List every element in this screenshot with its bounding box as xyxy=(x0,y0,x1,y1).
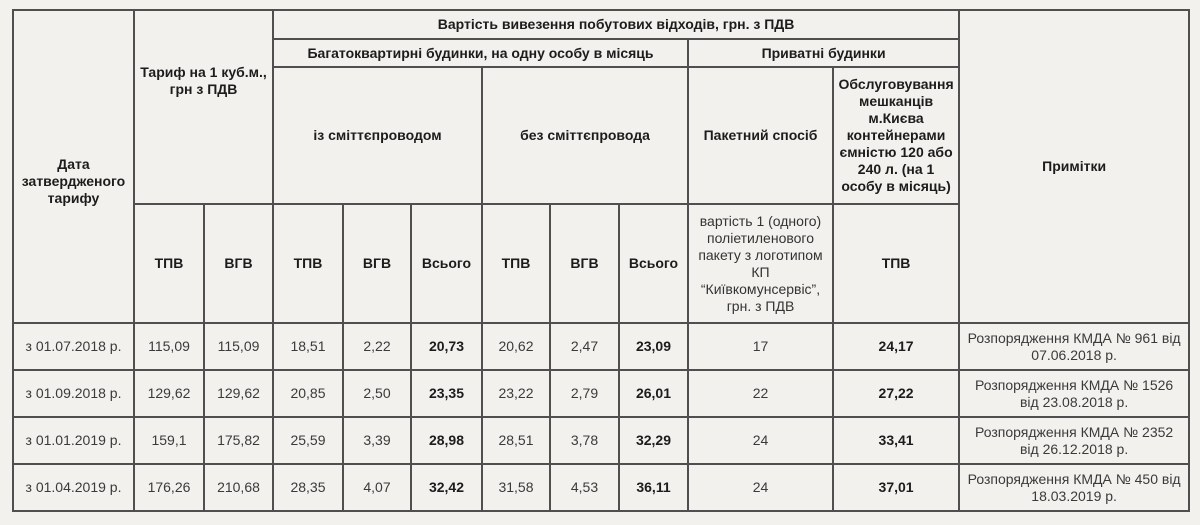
header-tariff-tpv: ТПВ xyxy=(133,203,205,324)
cell-with-chute-tpv: 18,51 xyxy=(272,322,344,371)
cell-with-chute-vgv: 3,39 xyxy=(342,416,412,465)
cell-without-chute-vgv: 2,47 xyxy=(549,322,620,371)
cell-without-chute-total: 32,29 xyxy=(618,416,689,465)
cell-with-chute-tpv: 28,35 xyxy=(272,463,344,512)
cell-with-chute-tpv: 20,85 xyxy=(272,369,344,418)
cell-tariff-tpv: 129,62 xyxy=(133,369,205,418)
cell-without-chute-tpv: 31,58 xyxy=(481,463,551,512)
cell-container-tpv: 27,22 xyxy=(831,369,961,418)
cell-with-chute-vgv: 2,50 xyxy=(342,369,412,418)
cell-tariff-tpv: 176,26 xyxy=(133,463,205,512)
header-without-chute-tpv: ТПВ xyxy=(481,203,551,324)
cell-with-chute-total: 28,98 xyxy=(410,416,483,465)
header-tariff-vgv: ВГВ xyxy=(203,203,274,324)
cell-without-chute-tpv: 28,51 xyxy=(481,416,551,465)
header-tariff-per-m3: Тариф на 1 куб.м., грн з ПДВ xyxy=(133,9,274,205)
cell-with-chute-vgv: 2,22 xyxy=(342,322,412,371)
cell-package: 24 xyxy=(687,463,834,512)
cell-container-tpv: 37,01 xyxy=(831,463,961,512)
cell-without-chute-tpv: 23,22 xyxy=(481,369,551,418)
cell-tariff-vgv: 115,09 xyxy=(203,322,274,371)
header-row-2: Багатоквартирні будинки, на одну особу в… xyxy=(13,38,1189,68)
header-removal-cost: Вартість вивезення побутових відходів, г… xyxy=(271,9,961,40)
cell-container-tpv: 33,41 xyxy=(831,416,961,465)
header-with-chute: із сміттєпроводом xyxy=(272,66,483,205)
header-package-cost: вартість 1 (одного) поліетиленового паке… xyxy=(687,203,834,324)
table-row: з 01.09.2018 р. 129,62 129,62 20,85 2,50… xyxy=(12,369,1191,418)
cell-note: Розпорядження КМДА № 961 від 07.06.2018 … xyxy=(958,322,1191,371)
header-with-chute-tpv: ТПВ xyxy=(272,203,344,324)
header-row-4: ТПВ ВГВ ТПВ ВГВ Всього ТПВ ВГВ Всього ва… xyxy=(13,203,1189,324)
header-container-service: Обслуговування мешканців м.Києва контейн… xyxy=(831,66,961,205)
header-row-1: Дата затвердженого тарифу Тариф на 1 куб… xyxy=(12,9,1191,324)
cell-note: Розпорядження КМДА № 1526 від 23.08.2018… xyxy=(958,369,1191,418)
cell-date: з 01.04.2019 р. xyxy=(12,463,135,512)
header-without-chute-vgv: ВГВ xyxy=(549,203,620,324)
cell-tariff-tpv: 159,1 xyxy=(133,416,205,465)
table-row: з 01.04.2019 р. 176,26 210,68 28,35 4,07… xyxy=(12,463,1191,512)
header-with-chute-total: Всього xyxy=(410,203,483,324)
cell-package: 17 xyxy=(687,322,834,371)
cell-with-chute-total: 23,35 xyxy=(410,369,483,418)
table-row: з 01.07.2018 р. 115,09 115,09 18,51 2,22… xyxy=(12,322,1191,371)
cell-tariff-vgv: 210,68 xyxy=(203,463,274,512)
cell-without-chute-total: 26,01 xyxy=(618,369,689,418)
header-apartment-buildings: Багатоквартирні будинки, на одну особу в… xyxy=(272,38,689,68)
header-date: Дата затвердженого тарифу xyxy=(12,9,135,324)
cell-note: Розпорядження КМДА № 450 від 18.03.2019 … xyxy=(958,463,1191,512)
header-private-houses: Приватні будинки xyxy=(686,38,961,68)
cell-tariff-vgv: 175,82 xyxy=(203,416,274,465)
cell-without-chute-total: 23,09 xyxy=(618,322,689,371)
header-package-method: Пакетний спосіб xyxy=(687,66,834,205)
cell-without-chute-vgv: 4,53 xyxy=(549,463,620,512)
cell-container-tpv: 24,17 xyxy=(831,322,961,371)
cell-without-chute-tpv: 20,62 xyxy=(481,322,551,371)
cell-without-chute-vgv: 3,78 xyxy=(549,416,620,465)
cell-without-chute-vgv: 2,79 xyxy=(549,369,620,418)
cell-package: 24 xyxy=(687,416,834,465)
cell-note: Розпорядження КМДА № 2352 від 26.12.2018… xyxy=(958,416,1191,465)
cell-date: з 01.09.2018 р. xyxy=(12,369,135,418)
header-notes: Примітки xyxy=(958,9,1191,324)
cell-with-chute-tpv: 25,59 xyxy=(272,416,344,465)
cell-with-chute-total: 32,42 xyxy=(410,463,483,512)
header-with-chute-vgv: ВГВ xyxy=(342,203,412,324)
header-without-chute: без сміттєпровода xyxy=(481,66,689,205)
cell-package: 22 xyxy=(687,369,834,418)
header-row-3: із сміттєпроводом без сміттєпровода Паке… xyxy=(13,66,1189,205)
cell-date: з 01.01.2019 р. xyxy=(12,416,135,465)
cell-with-chute-vgv: 4,07 xyxy=(342,463,412,512)
tariff-table: Дата затвердженого тарифу Тариф на 1 куб… xyxy=(12,9,1191,512)
cell-tariff-vgv: 129,62 xyxy=(203,369,274,418)
cell-without-chute-total: 36,11 xyxy=(618,463,689,512)
table-row: з 01.01.2019 р. 159,1 175,82 25,59 3,39 … xyxy=(12,416,1191,465)
cell-with-chute-total: 20,73 xyxy=(410,322,483,371)
cell-tariff-tpv: 115,09 xyxy=(133,322,205,371)
header-without-chute-total: Всього xyxy=(618,203,689,324)
header-container-tpv: ТПВ xyxy=(831,203,961,324)
cell-date: з 01.07.2018 р. xyxy=(12,322,135,371)
